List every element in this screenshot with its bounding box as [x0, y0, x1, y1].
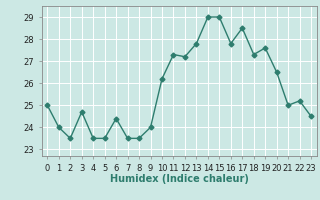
X-axis label: Humidex (Indice chaleur): Humidex (Indice chaleur) — [110, 174, 249, 184]
